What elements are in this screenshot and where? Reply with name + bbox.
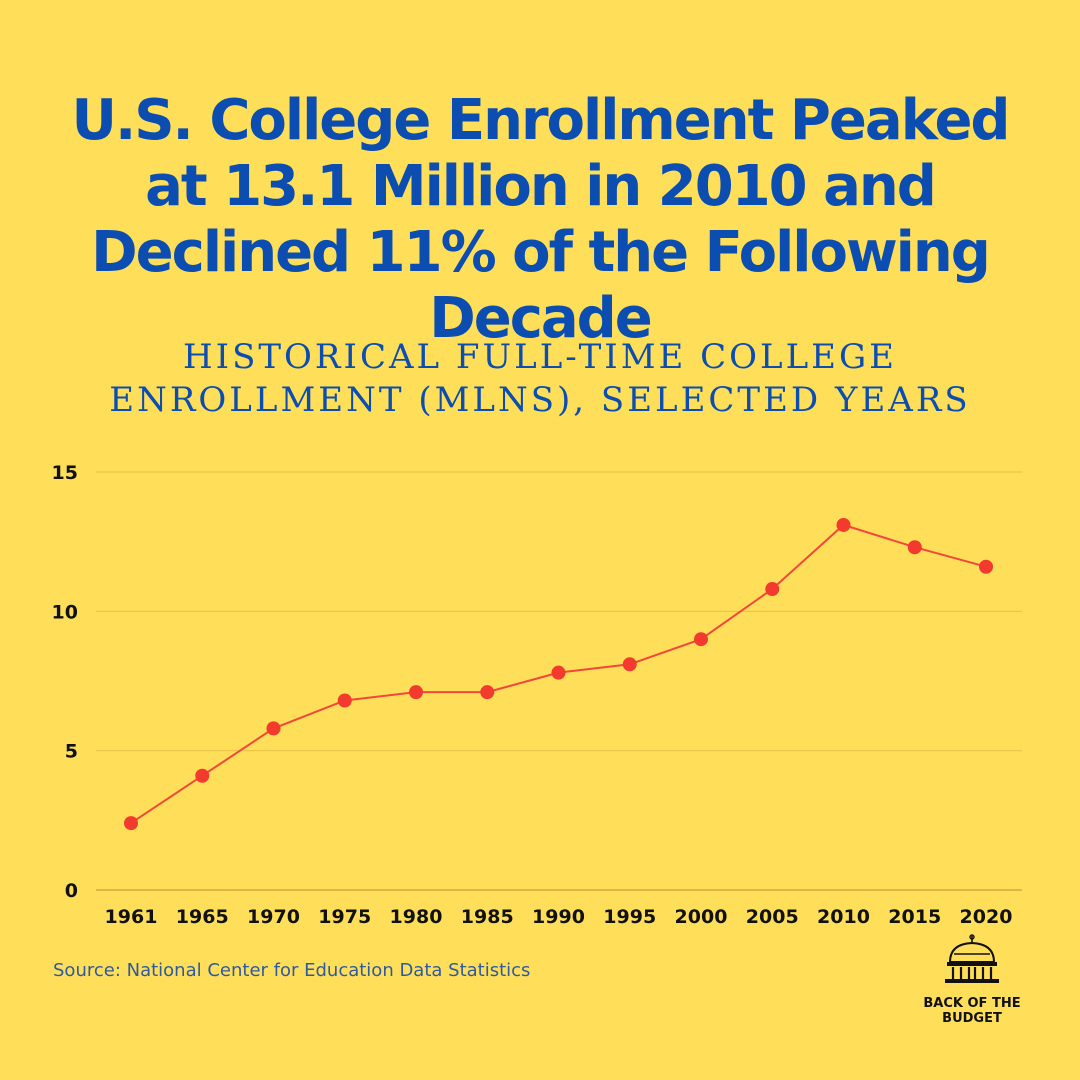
data-point [124,816,138,831]
y-tick-label: 0 [65,880,78,902]
data-point [979,559,993,574]
data-point [195,768,210,783]
x-tick-label: 1985 [461,906,514,928]
chart-title: HISTORICAL FULL-TIME COLLEGE ENROLLMENT … [109,337,971,420]
series-enrollment [124,517,993,831]
x-tick-label: 1970 [247,906,300,928]
data-point [836,517,851,532]
data-point [694,632,708,647]
data-point [266,721,281,736]
data-point [409,685,423,700]
data-point [551,665,566,680]
x-tick-label: 1965 [176,906,229,928]
data-point [480,685,495,700]
x-tick-label: 1995 [603,906,656,928]
brand-name-line2: BUDGET [942,1011,1002,1026]
x-tick-label: 1975 [318,906,371,928]
data-point [907,540,922,555]
x-tick-label: 2000 [675,906,728,928]
gridlines [96,471,1022,891]
x-tick-label: 2010 [817,906,870,928]
x-tick-label: 1990 [532,906,585,928]
x-tick-label: 2005 [746,906,799,928]
y-tick-label: 10 [52,601,78,623]
x-axis-ticks: 1961 1965 1970 1975 1980 1985 1990 1995 2000 2005… [105,906,1013,928]
data-point [622,657,637,672]
x-tick-label: 1961 [105,906,158,928]
x-tick-label: 2015 [888,906,941,928]
brand-logo: BACK OF THE BUDGET [922,934,1022,1038]
y-tick-label: 15 [52,462,78,484]
headline: U.S. College Enrollment Peaked at 13.1 M… [71,88,1010,351]
y-axis-ticks: 0 5 10 15 [52,462,78,902]
data-point [765,582,780,597]
capitol-dome-icon [945,934,999,983]
x-tick-label: 2020 [960,906,1013,928]
source-note: Source: National Center for Education Da… [53,960,531,981]
y-tick-label: 5 [65,741,78,763]
data-point [337,693,352,708]
x-tick-label: 1980 [390,906,443,928]
brand-name-line1: BACK OF THE [923,996,1021,1011]
